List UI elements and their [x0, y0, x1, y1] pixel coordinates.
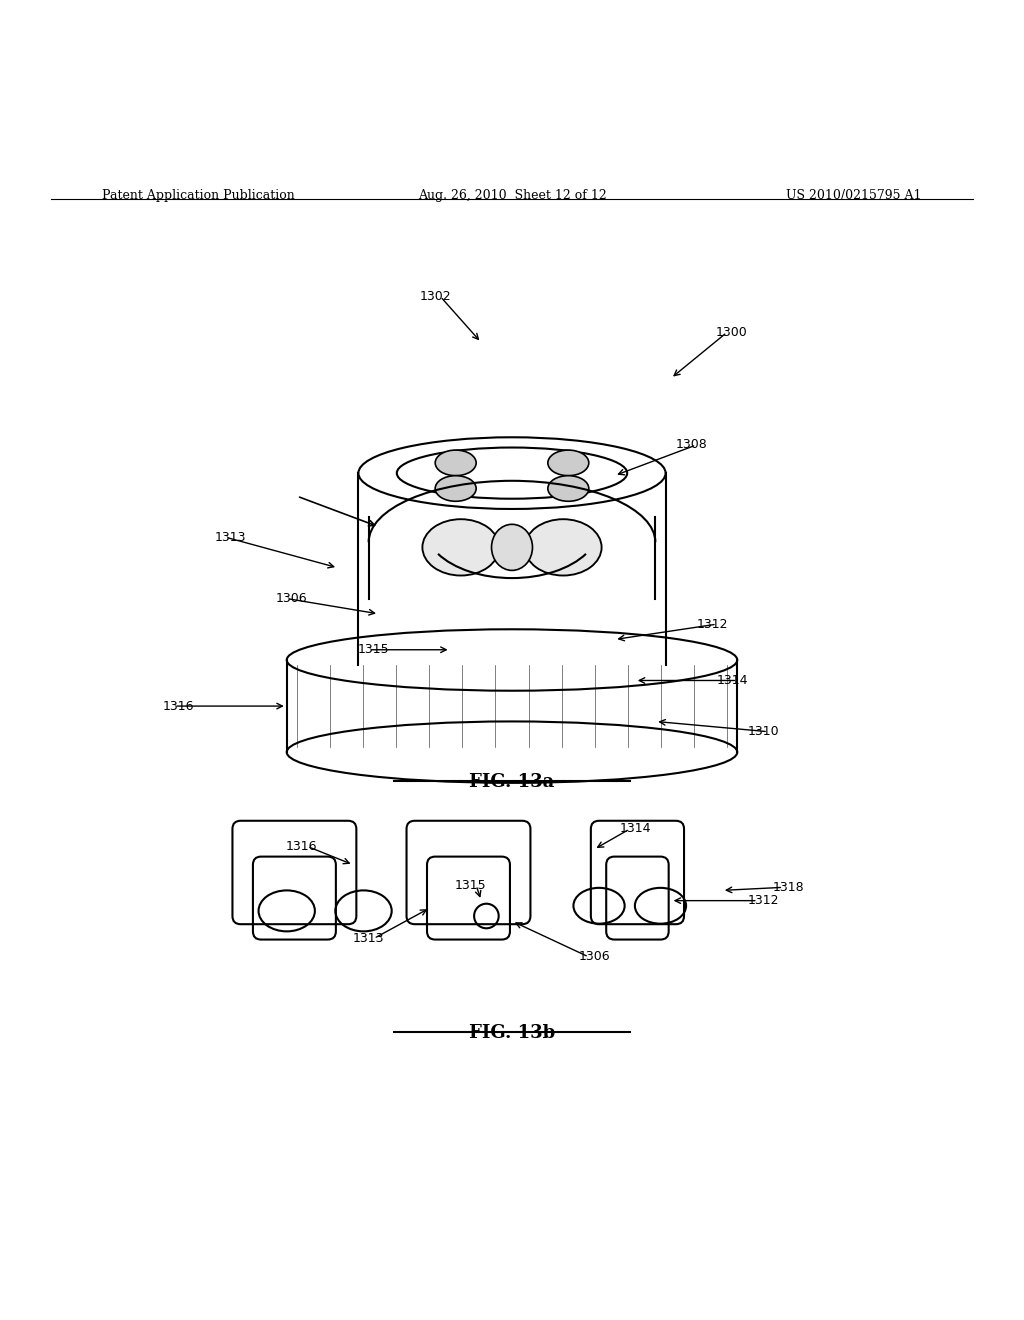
Text: 1315: 1315: [455, 879, 486, 892]
Text: Aug. 26, 2010  Sheet 12 of 12: Aug. 26, 2010 Sheet 12 of 12: [418, 189, 606, 202]
Text: 1308: 1308: [676, 438, 708, 451]
Text: US 2010/0215795 A1: US 2010/0215795 A1: [786, 189, 922, 202]
Text: Patent Application Publication: Patent Application Publication: [102, 189, 295, 202]
Text: FIG. 13a: FIG. 13a: [469, 772, 555, 791]
Ellipse shape: [435, 475, 476, 502]
Text: 1314: 1314: [717, 675, 749, 686]
Ellipse shape: [435, 450, 476, 475]
Text: 1313: 1313: [352, 932, 384, 945]
Text: 1316: 1316: [286, 840, 317, 853]
Text: 1300: 1300: [716, 326, 748, 339]
Text: 1312: 1312: [748, 894, 779, 907]
Text: FIG. 13b: FIG. 13b: [469, 1023, 555, 1041]
Text: 1314: 1314: [620, 822, 651, 836]
Ellipse shape: [492, 524, 532, 570]
Text: 1306: 1306: [275, 593, 307, 605]
Text: 1310: 1310: [748, 725, 779, 738]
Ellipse shape: [423, 519, 500, 576]
Text: 1302: 1302: [420, 290, 452, 304]
Ellipse shape: [548, 475, 589, 502]
Text: 1313: 1313: [214, 531, 246, 544]
Text: 1316: 1316: [163, 700, 195, 713]
Text: 1315: 1315: [357, 643, 389, 656]
Text: 1306: 1306: [579, 950, 610, 964]
Text: 1312: 1312: [696, 618, 728, 631]
Ellipse shape: [548, 450, 589, 475]
Text: 1318: 1318: [773, 880, 805, 894]
Ellipse shape: [525, 519, 602, 576]
